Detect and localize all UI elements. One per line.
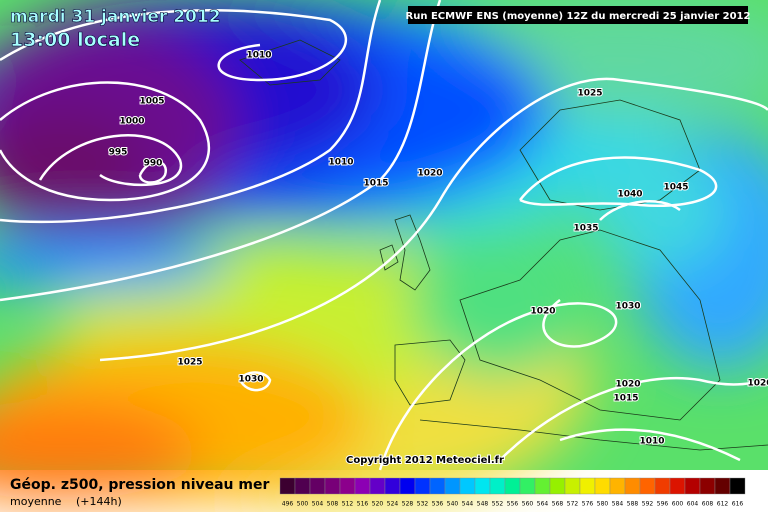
isobar-label: 1040: [617, 190, 642, 200]
legend-label: 600: [672, 501, 684, 508]
legend-swatch: [699, 477, 716, 495]
legend-label: 524: [387, 501, 399, 508]
legend-swatch: [399, 477, 416, 495]
legend-label: 528: [402, 501, 414, 508]
legend-swatch: [579, 477, 596, 495]
legend-swatch: [519, 477, 536, 495]
legend-label: 500: [297, 501, 309, 508]
legend-label: 564: [537, 501, 549, 508]
footer-lead: (+144h): [76, 495, 122, 508]
footer-title: Géop. z500, pression niveau mer: [10, 477, 269, 493]
legend-label: 556: [507, 501, 519, 508]
legend-label: 572: [567, 501, 579, 508]
legend-swatch: [729, 477, 746, 495]
legend-swatch: [714, 477, 731, 495]
legend-swatch: [474, 477, 491, 495]
legend-swatch: [609, 477, 626, 495]
isobar-label: 1035: [573, 224, 598, 234]
legend-swatch: [459, 477, 476, 495]
legend-swatch: [429, 477, 446, 495]
legend-label: 568: [552, 501, 564, 508]
color-legend: 496 500 504 508 512 516 520 524 528 532 536 540 544 5…: [279, 477, 746, 508]
isobar-label: 1015: [613, 394, 638, 404]
legend-swatch: [504, 477, 521, 495]
run-info: Run ECMWF ENS (moyenne) 12Z du mercredi …: [406, 11, 751, 22]
legend-swatch: [354, 477, 371, 495]
isobar-label: 1025: [177, 358, 202, 368]
isobar-labels: 1010 1005 1000 995 990 1010 1015 1020 1025 1040 10…: [108, 50, 768, 448]
legend-label: 612: [717, 501, 729, 508]
legend-label: 536: [432, 501, 444, 508]
legend-label: 552: [492, 501, 504, 508]
legend-label: 580: [597, 501, 609, 508]
legend-swatch: [489, 477, 506, 495]
legend-swatch: [669, 477, 686, 495]
legend-swatch: [294, 477, 311, 495]
legend-swatch: [549, 477, 566, 495]
isobar-label: 995: [109, 148, 128, 158]
isobar-label: 1020: [530, 307, 555, 317]
legend-swatch: [654, 477, 671, 495]
isobar-label: 1020: [417, 169, 442, 179]
legend-swatch: [534, 477, 551, 495]
legend-label: 508: [327, 501, 339, 508]
legend-swatch: [624, 477, 641, 495]
legend-label: 540: [447, 501, 459, 508]
legend-label: 604: [687, 501, 699, 508]
legend-label: 516: [357, 501, 369, 508]
isobar-label: 1005: [139, 97, 164, 107]
legend-swatch: [369, 477, 386, 495]
isobar-label: 1030: [615, 302, 640, 312]
legend-label: 496: [282, 501, 294, 508]
isobar-label: 1000: [119, 117, 144, 127]
legend-swatch: [309, 477, 326, 495]
legend-label: 584: [612, 501, 624, 508]
isobar-label: 990: [144, 159, 163, 169]
isobar-label: 1010: [328, 158, 353, 168]
legend-label: 512: [342, 501, 354, 508]
legend-label: 596: [657, 501, 669, 508]
footer-subtitle: moyenne: [10, 495, 62, 508]
legend-label: 588: [627, 501, 639, 508]
legend-label: 616: [732, 501, 744, 508]
legend-swatch: [444, 477, 461, 495]
legend-swatch: [414, 477, 431, 495]
legend-label: 548: [477, 501, 489, 508]
isobar-label: 1045: [663, 183, 688, 193]
isobar-label: 1030: [238, 375, 263, 385]
isobar-label: 1020: [747, 379, 768, 389]
run-box: [408, 6, 748, 24]
map-date: mardi 31 janvier 2012: [10, 7, 221, 27]
legend-label: 504: [312, 501, 324, 508]
legend-label: 532: [417, 501, 429, 508]
legend-label: 520: [372, 501, 384, 508]
legend-label: 560: [522, 501, 534, 508]
legend-swatch: [384, 477, 401, 495]
copyright: Copyright 2012 Meteociel.fr: [346, 455, 504, 466]
legend-swatch: [339, 477, 356, 495]
map-time: 13:00 locale: [10, 29, 140, 51]
legend-swatch: [279, 477, 296, 495]
legend-swatch: [639, 477, 656, 495]
isobar-label: 1010: [246, 51, 271, 61]
isobars: [0, 0, 768, 471]
legend-swatch: [684, 477, 701, 495]
isobar-label: 1015: [363, 179, 388, 189]
legend-label: 544: [462, 501, 474, 508]
isobar-label: 1020: [615, 380, 640, 390]
legend-label: 576: [582, 501, 594, 508]
isobar-label: 1025: [577, 89, 602, 99]
legend-swatch: [564, 477, 581, 495]
legend-label: 608: [702, 501, 714, 508]
legend-swatch: [324, 477, 341, 495]
isobar-label: 1010: [639, 437, 664, 447]
legend-swatch: [594, 477, 611, 495]
legend-label: 592: [642, 501, 654, 508]
